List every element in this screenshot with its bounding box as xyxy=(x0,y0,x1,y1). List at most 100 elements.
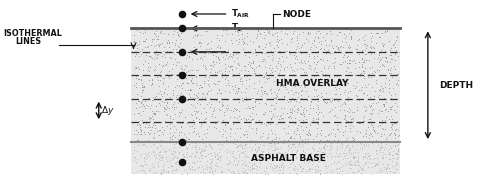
Point xyxy=(185,143,193,146)
Point xyxy=(177,73,185,76)
Point xyxy=(261,113,268,116)
Point xyxy=(259,85,266,88)
Point xyxy=(215,143,222,146)
Point xyxy=(380,147,387,150)
Point xyxy=(310,55,318,58)
Point xyxy=(192,94,200,96)
Point xyxy=(202,52,209,55)
Point xyxy=(155,153,162,156)
Point xyxy=(274,40,282,43)
Point xyxy=(214,154,221,157)
Point xyxy=(325,75,333,78)
Point xyxy=(132,128,140,131)
Point xyxy=(361,34,369,37)
Point xyxy=(144,44,152,47)
Point xyxy=(273,91,280,94)
Point xyxy=(166,96,174,99)
Point xyxy=(288,143,296,146)
Point xyxy=(347,38,354,41)
Point xyxy=(156,153,163,156)
Point xyxy=(273,141,281,144)
Point xyxy=(357,120,364,123)
Point xyxy=(250,105,257,108)
Point xyxy=(354,170,362,173)
Point xyxy=(211,73,219,76)
Point xyxy=(137,53,144,56)
Point xyxy=(139,142,147,145)
Point xyxy=(337,73,345,76)
Point xyxy=(131,157,138,160)
Point xyxy=(378,56,385,59)
Point xyxy=(133,169,141,172)
Point xyxy=(291,57,299,59)
Point xyxy=(339,55,347,58)
Point xyxy=(366,137,373,140)
Point xyxy=(387,108,395,111)
Point xyxy=(223,148,231,151)
Point xyxy=(169,117,177,120)
Point xyxy=(278,172,286,175)
Point xyxy=(163,106,171,109)
Point xyxy=(336,129,343,132)
Point xyxy=(346,130,354,133)
Point xyxy=(149,163,156,166)
Point xyxy=(372,152,380,154)
Point xyxy=(216,159,223,162)
Point xyxy=(317,43,325,46)
Point xyxy=(360,74,368,77)
Point xyxy=(131,155,138,158)
Point xyxy=(340,90,348,93)
Point xyxy=(385,86,393,89)
Point xyxy=(293,38,301,41)
Point xyxy=(314,37,322,40)
Point xyxy=(285,146,293,149)
Text: $\mathbf{T_{AIR}}$: $\mathbf{T_{AIR}}$ xyxy=(231,7,250,20)
Point xyxy=(158,131,166,134)
Point xyxy=(286,165,293,168)
Point xyxy=(305,64,313,67)
Point xyxy=(357,88,365,91)
Point xyxy=(327,132,335,135)
Point xyxy=(204,51,212,54)
Point xyxy=(246,64,254,67)
Point xyxy=(362,108,370,111)
Point xyxy=(184,156,192,159)
Point xyxy=(376,150,384,153)
Point xyxy=(190,161,198,164)
Point xyxy=(268,71,276,74)
Point xyxy=(357,167,365,170)
Point xyxy=(215,87,223,90)
Point xyxy=(211,170,219,173)
Point xyxy=(337,166,345,169)
Point xyxy=(261,46,269,49)
Point xyxy=(172,95,180,98)
Point xyxy=(235,87,242,90)
Point xyxy=(313,163,321,166)
Point xyxy=(384,167,391,170)
Point xyxy=(197,112,205,115)
Point xyxy=(181,143,189,146)
Point xyxy=(356,131,364,134)
Point xyxy=(255,119,263,122)
Point xyxy=(224,163,232,165)
Point xyxy=(138,84,146,87)
Point xyxy=(171,162,179,165)
Point xyxy=(153,30,160,33)
Point xyxy=(326,100,334,102)
Point xyxy=(208,113,216,116)
Point xyxy=(252,142,259,145)
Point xyxy=(194,167,202,170)
Point xyxy=(191,145,199,148)
Point xyxy=(293,107,301,110)
Point xyxy=(336,62,344,65)
Point xyxy=(185,92,193,95)
Point xyxy=(160,46,168,49)
Point xyxy=(189,82,197,85)
Point xyxy=(228,32,236,35)
Point xyxy=(164,114,171,117)
Point xyxy=(297,89,305,92)
Point xyxy=(302,38,310,41)
Point xyxy=(190,93,198,96)
Point xyxy=(234,163,241,166)
Point xyxy=(372,164,379,167)
